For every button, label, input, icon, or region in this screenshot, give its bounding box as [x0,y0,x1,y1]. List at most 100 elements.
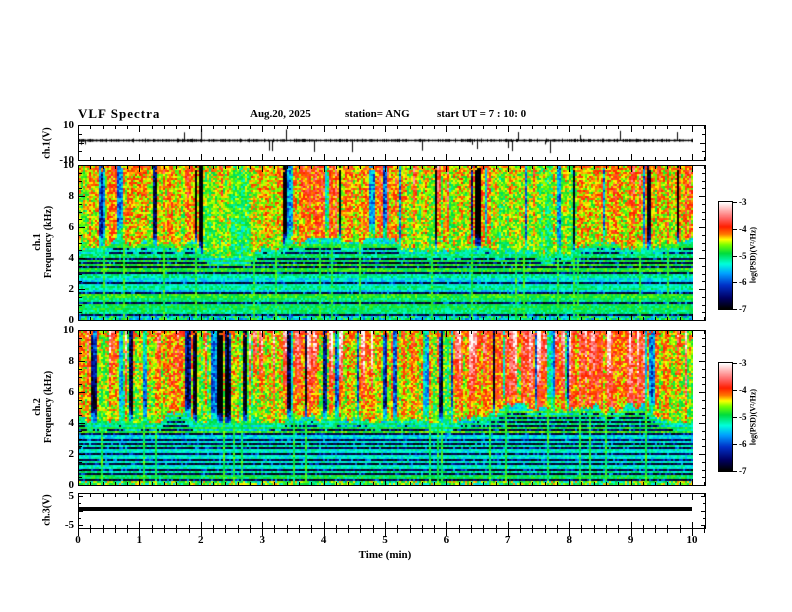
x-minor-tick [606,331,607,334]
x-minor-tick [360,166,361,169]
x-minor-tick [189,331,190,334]
y-tick [702,181,705,182]
x-minor-tick [262,314,263,320]
ch1-spec-ytick-label: 0 [68,314,75,326]
y-tick [79,312,82,313]
x-minor-tick [274,157,275,160]
x-axis-tick [324,529,325,536]
colorbar-ch2-tick [733,363,737,364]
x-minor-tick [373,494,374,497]
x-minor-tick [225,157,226,160]
x-minor-tick [545,157,546,160]
x-minor-tick [115,482,116,485]
x-minor-tick [606,157,607,160]
x-minor-tick [581,482,582,485]
x-minor-tick [496,482,497,485]
x-minor-tick [680,494,681,497]
y-tick [699,320,705,321]
x-minor-tick [692,154,693,160]
y-tick [79,477,82,478]
y-tick [702,281,705,282]
ch2-frequency-axis-label-channel: ch.2 [32,398,43,416]
x-minor-tick [667,157,668,160]
x-minor-tick [704,317,705,320]
ch1-spec-ytick-label: 6 [68,221,75,233]
x-axis-tick [287,529,288,533]
y-tick [79,470,82,471]
x-minor-tick [655,317,656,320]
x-minor-tick [238,494,239,497]
ch2-spectrogram-image [79,331,693,485]
y-tick [701,511,705,512]
x-minor-tick [410,317,411,320]
x-axis-tick [446,529,447,536]
x-minor-tick [213,126,214,129]
x-minor-tick [410,157,411,160]
y-tick [702,353,705,354]
x-minor-tick [483,494,484,497]
y-tick [702,470,705,471]
y-tick [702,312,705,313]
x-minor-tick [459,494,460,497]
x-minor-tick [152,331,153,334]
x-minor-tick [594,317,595,320]
ch2-spec-ytick-label: 2 [68,448,75,460]
x-minor-tick [496,157,497,160]
x-minor-tick [373,525,374,528]
y-tick [79,160,84,161]
x-minor-tick [692,494,693,500]
x-minor-tick [324,154,325,160]
y-tick [702,346,705,347]
x-axis-tick [459,529,460,533]
x-minor-tick [152,126,153,129]
x-minor-tick [422,317,423,320]
x-axis-tick [164,529,165,533]
x-minor-tick [618,482,619,485]
x-minor-tick [348,317,349,320]
x-minor-tick [606,126,607,129]
x-minor-tick [704,126,705,129]
x-minor-tick [385,479,386,485]
y-tick [79,369,82,370]
x-minor-tick [667,525,668,528]
x-minor-tick [189,317,190,320]
y-tick [79,266,82,267]
x-axis-tick [373,529,374,533]
y-tick [702,250,705,251]
x-axis-tick-label: 0 [75,534,81,546]
y-tick [79,503,81,504]
x-axis-tick [618,529,619,533]
x-minor-tick [618,166,619,169]
x-minor-tick [103,317,104,320]
x-minor-tick [373,166,374,169]
ch1-wave-ytick-label: 10 [63,119,74,131]
x-minor-tick [631,126,632,132]
x-minor-tick [115,494,116,497]
x-minor-tick [606,494,607,497]
y-tick [79,361,85,362]
ch1-waveform-trace [79,126,693,160]
y-tick [79,384,82,385]
y-tick [702,338,705,339]
ch3-wave-ytick-label: -5 [64,519,74,531]
x-minor-tick [213,482,214,485]
x-axis-tick-label: 9 [627,534,634,546]
x-minor-tick [680,157,681,160]
y-tick [702,431,705,432]
x-minor-tick [287,157,288,160]
x-minor-tick [238,126,239,129]
x-minor-tick [483,525,484,528]
y-tick [79,274,82,275]
y-tick [699,454,705,455]
x-minor-tick [643,157,644,160]
x-minor-tick [631,494,632,500]
ch1-frequency-axis-label-unit: Frequency (kHz) [43,205,54,279]
x-minor-tick [311,166,312,169]
x-minor-tick [434,126,435,129]
x-axis-tick [115,529,116,533]
x-minor-tick [410,126,411,129]
y-tick [79,462,82,463]
x-minor-tick [446,331,447,337]
x-minor-tick [250,157,251,160]
x-minor-tick [127,482,128,485]
